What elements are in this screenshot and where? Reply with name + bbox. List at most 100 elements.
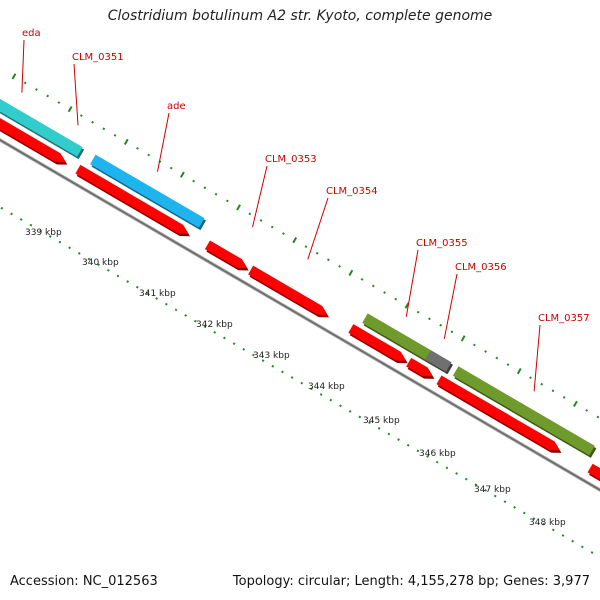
outer-tick [439, 323, 443, 327]
callout-line-clm_0353 [252, 165, 268, 228]
inner-tick [126, 280, 130, 283]
outer-tick [102, 127, 106, 131]
feature-cds_red-8 [348, 324, 407, 361]
gene-label-clm_0357: CLM_0357 [538, 313, 590, 324]
inner-tick [426, 455, 429, 458]
inner-tick [329, 398, 333, 402]
feature-clm_0357 [452, 366, 595, 456]
outer-tick [192, 179, 195, 183]
inner-tick [445, 466, 449, 470]
outer-tick [248, 212, 252, 216]
callout-line-eda [21, 39, 25, 93]
feature-ade [90, 154, 205, 228]
outer-tick [113, 133, 117, 137]
inner-tick [261, 359, 265, 362]
outer-tick [11, 73, 17, 80]
outer-tick [282, 232, 285, 235]
feature-clm_0353 [204, 240, 248, 268]
outer-tick [236, 204, 241, 211]
accession-text: Accession: NC_012563 [10, 574, 158, 589]
callout-line-clm_0356 [443, 273, 458, 340]
inner-tick [203, 325, 207, 329]
inner-tick [542, 522, 546, 526]
inner-tick [571, 539, 575, 543]
outer-tick [315, 251, 319, 255]
outer-tick [180, 171, 185, 178]
inner-tick [435, 460, 439, 464]
inner-tick [484, 489, 487, 492]
inner-tick [29, 223, 33, 227]
inner-tick [377, 426, 381, 430]
inner-tick [77, 252, 81, 255]
inner-tick [319, 393, 323, 396]
outer-tick [91, 120, 94, 124]
inner-tick [551, 528, 555, 532]
outer-tick [259, 219, 263, 222]
tick-label: 342 kbp [196, 320, 233, 330]
inner-tick [242, 347, 246, 351]
inner-tick [193, 319, 197, 323]
tick-label: 339 kbp [25, 228, 62, 238]
outer-tick [270, 225, 274, 229]
tick-labels: 339 kbp 340 kbp 341 kbp 342 kbp 343 kbp 344 k… [25, 228, 566, 528]
inner-tick [19, 218, 23, 221]
inner-tick [416, 449, 420, 453]
inner-tick [397, 438, 400, 441]
map-title: Clostridium botulinum A2 str. Kyoto, com… [107, 8, 493, 24]
outer-tick [304, 245, 308, 249]
outer-tick [540, 382, 544, 386]
inner-tick [271, 364, 275, 368]
callout-line-clm_0357 [533, 324, 541, 392]
feature-eda [0, 98, 83, 157]
outer-tick [57, 101, 61, 104]
inner-tick [87, 257, 91, 261]
inner-tick [39, 229, 42, 233]
outer-tick [214, 192, 218, 196]
outer-tick [484, 350, 487, 353]
inner-tick [223, 336, 226, 340]
outer-tick [506, 363, 510, 366]
tick-label: 343 kbp [253, 351, 290, 361]
inner-tick [455, 472, 458, 475]
inner-tick [300, 381, 304, 385]
inner-tick [368, 421, 371, 425]
tick-label: 348 kbp [529, 518, 566, 528]
gene-label-ade: ade [167, 101, 186, 112]
inner-tick [580, 545, 584, 549]
inner-tick [561, 534, 565, 537]
inner-tick [339, 404, 342, 408]
feature-clm_0355 [362, 313, 431, 360]
gene-label-clm_0356: CLM_0356 [455, 262, 507, 273]
outer-tick [23, 81, 27, 85]
backbone-line [0, 138, 600, 492]
outer-tick [203, 186, 207, 190]
inner-tick [348, 410, 352, 413]
inner-tick [281, 370, 284, 374]
feature-cds_red-3 [75, 164, 189, 234]
outer-tick [225, 199, 229, 203]
gene-label-clm_0355: CLM_0355 [416, 238, 468, 249]
inner-tick [184, 314, 188, 317]
gene-label-clm_0351: CLM_0351 [72, 52, 124, 63]
outer-tick [450, 330, 454, 334]
gene-label-clm_0354: CLM_0354 [326, 186, 378, 197]
feature-cds_red-13 [587, 463, 600, 480]
outer-tick [495, 356, 499, 360]
callout-line-clm_0351 [73, 63, 79, 126]
outer-tick [338, 264, 341, 268]
inner-tick [513, 505, 516, 509]
inner-tick [0, 206, 4, 210]
outer-tick [585, 409, 589, 412]
feature-clm_0354 [248, 265, 328, 315]
outer-tick [529, 376, 532, 380]
feature-cds_red-9 [406, 357, 433, 377]
outer-tick [416, 310, 420, 314]
outer-tick [35, 88, 38, 91]
feature-cds_red-11 [436, 375, 560, 451]
inner-tick [213, 331, 217, 334]
inner-tick [232, 342, 236, 346]
inner-tick [406, 443, 410, 447]
outer-tick [394, 297, 398, 301]
